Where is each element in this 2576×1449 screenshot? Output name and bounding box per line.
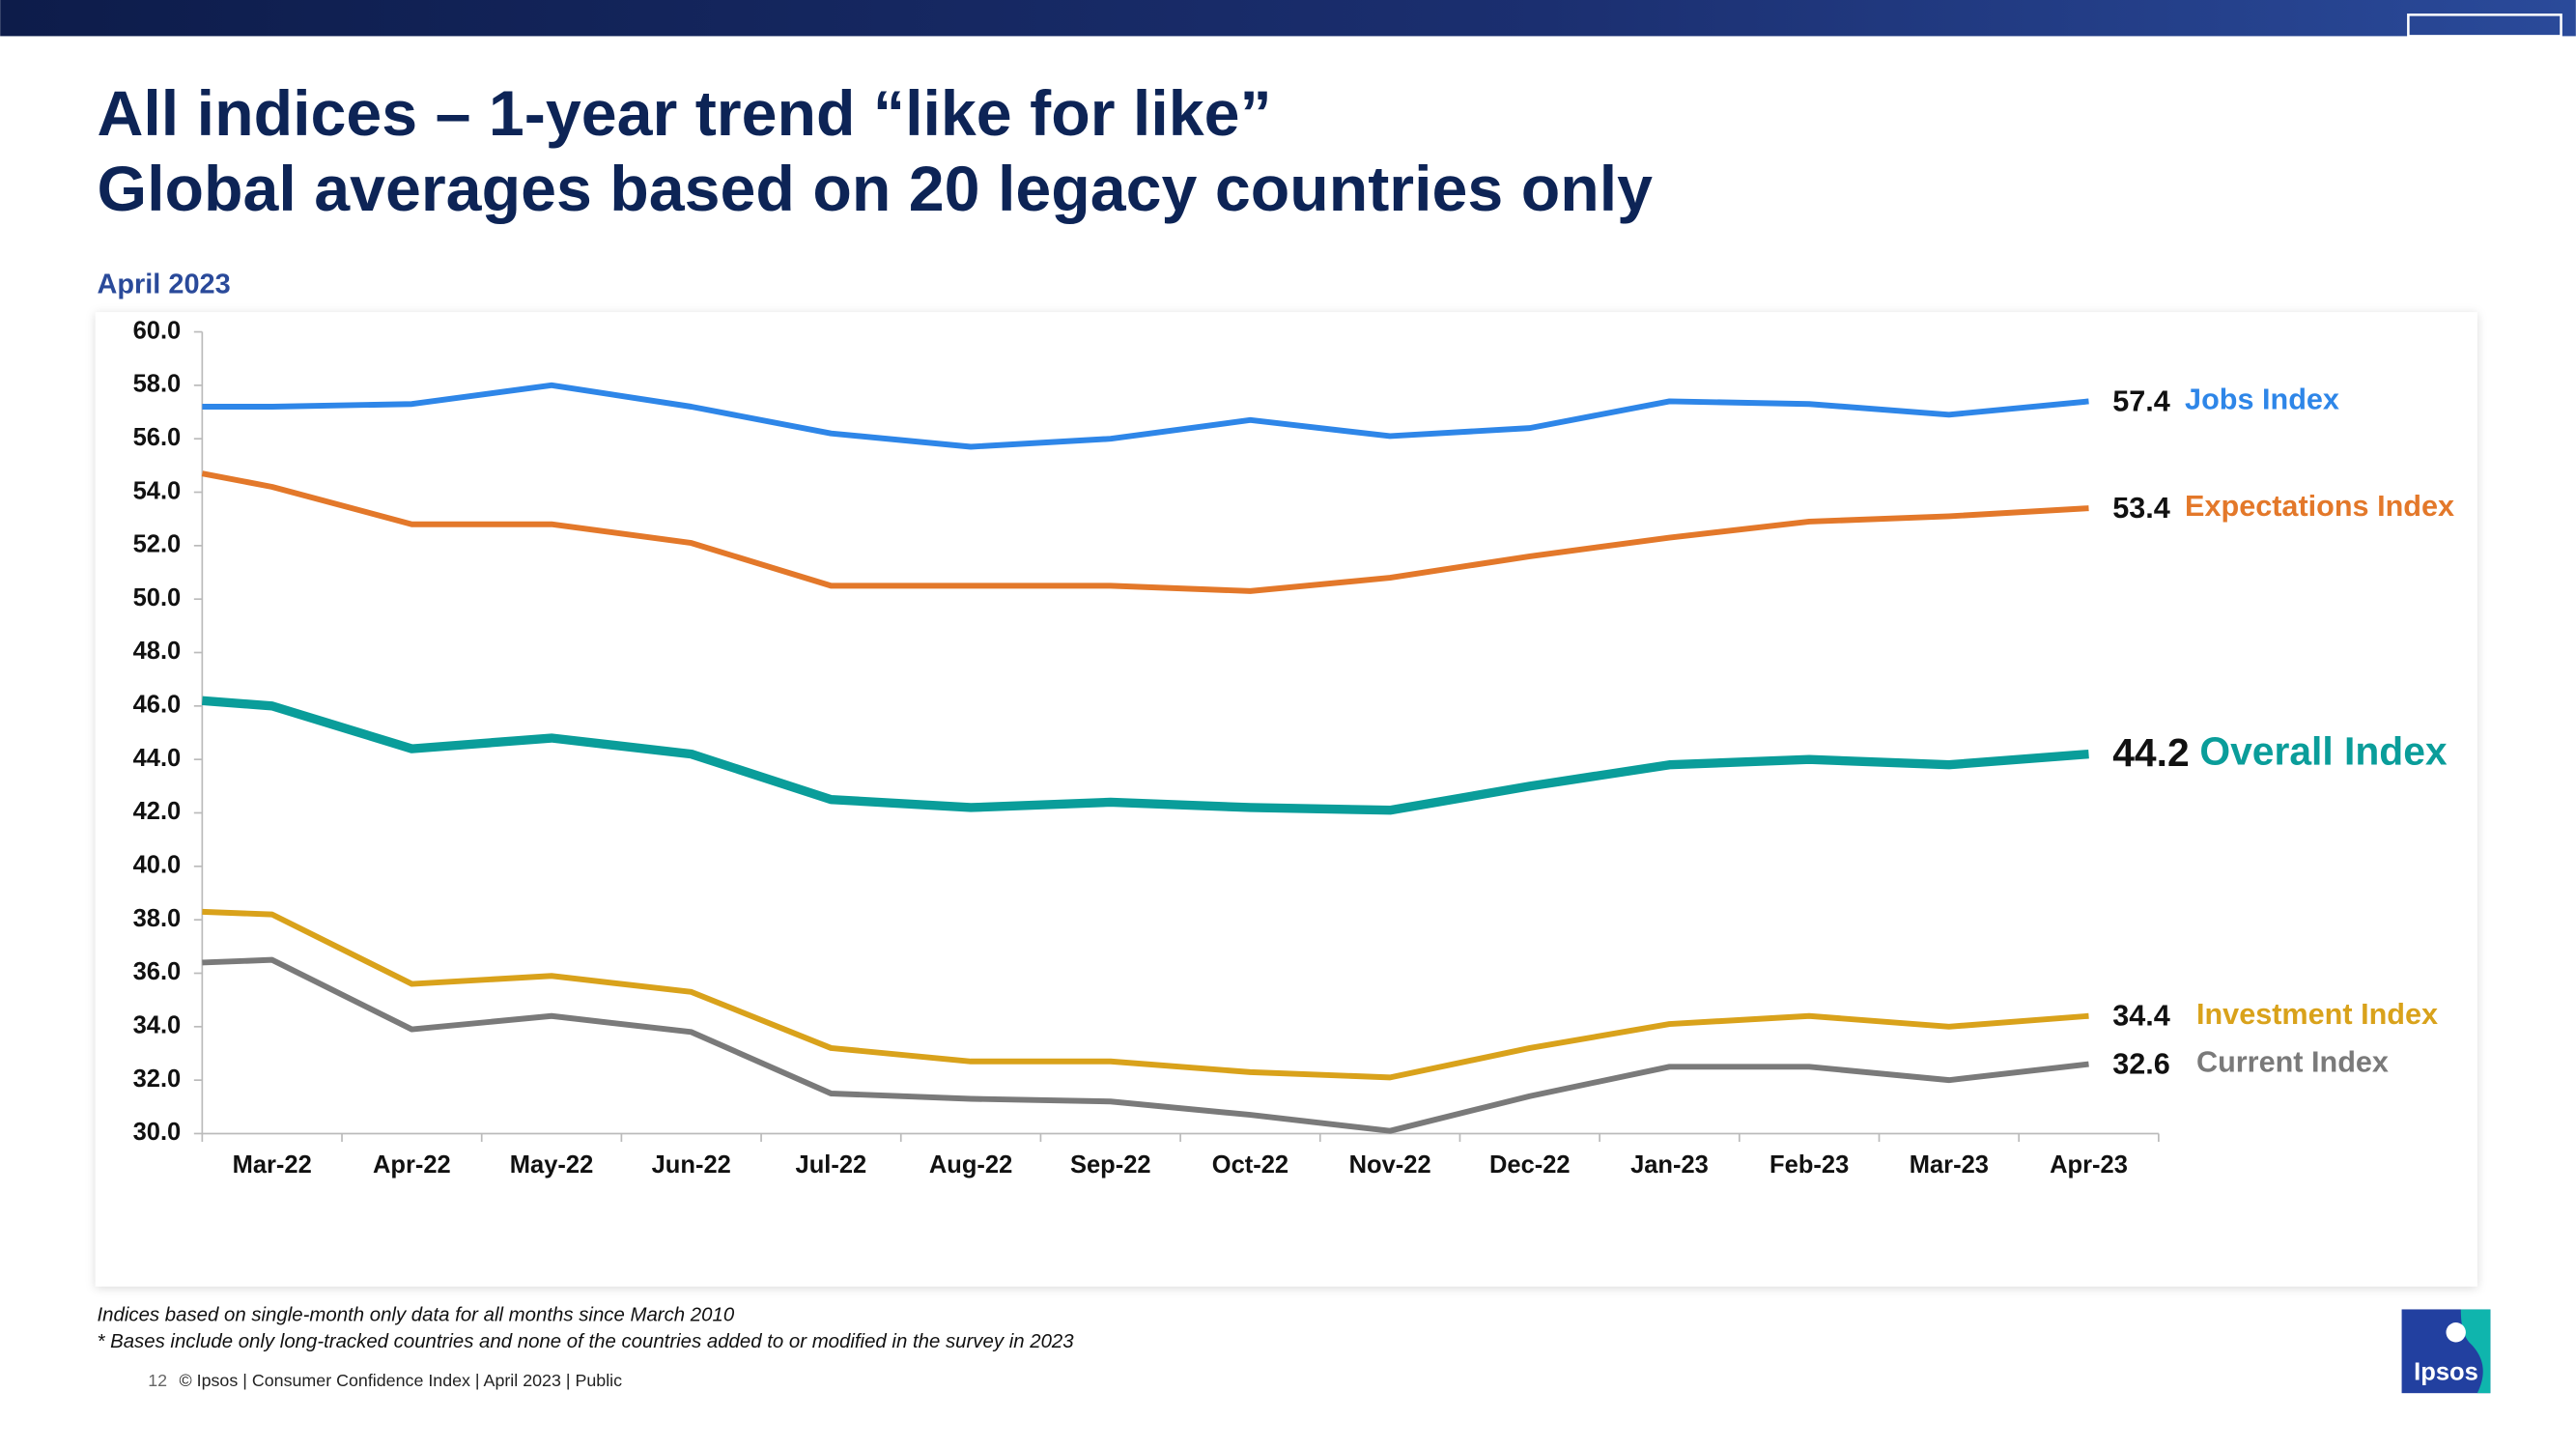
x-tick-label: Oct-22 [1212,1151,1288,1179]
title: Global averages based on 20 legacy count… [98,154,1654,225]
series-line [202,956,2089,1134]
y-tick-label: 40.0 [133,852,182,879]
page-number: 12 [148,1371,167,1390]
logo: Ipsos [2401,1309,2491,1394]
x-tick-label: Mar-23 [1910,1151,1989,1179]
series-line [201,470,2089,594]
y-tick-label: 32.0 [133,1065,182,1093]
y-tick-label: 52.0 [133,531,182,558]
footnote: Indices based on single-month only data … [98,1305,735,1326]
y-tick-label: 38.0 [133,905,182,932]
end-value-label: 34.4 [2112,1000,2170,1033]
legend-label: Investment Index [2196,998,2438,1031]
x-tick-label: Sep-22 [1070,1151,1151,1179]
series-line [202,382,2089,450]
x-tick-label: Dec-22 [1489,1151,1571,1179]
x-tick-label: Jun-22 [652,1151,731,1179]
series-line [202,908,2089,1081]
subtitle: April 2023 [98,270,231,300]
chart-panel [95,312,2477,1287]
end-value-label: 57.4 [2112,384,2170,417]
x-tick-label: Nov-22 [1349,1151,1431,1179]
logo-dot [2446,1322,2466,1343]
y-tick-label: 30.0 [133,1119,182,1146]
end-value-label: 32.6 [2112,1047,2170,1080]
y-tick-label: 46.0 [133,692,182,719]
logo-swoosh [2460,1309,2491,1394]
y-tick-label: 44.0 [133,745,182,772]
y-tick-label: 36.0 [133,958,182,985]
x-tick-label: Jul-22 [796,1151,867,1179]
x-tick-label: Aug-22 [929,1151,1012,1179]
y-tick-label: 48.0 [133,638,182,665]
legend-label: Jobs Index [2185,384,2339,416]
end-value-label: 53.4 [2112,492,2170,525]
x-tick-label: Apr-22 [373,1151,451,1179]
band-frame [2407,14,2562,38]
x-tick-label: Apr-23 [2050,1151,2128,1179]
y-tick-label: 54.0 [133,477,182,504]
y-tick-label: 58.0 [133,371,182,398]
credit: © Ipsos | Consumer Confidence Index | Ap… [180,1371,623,1390]
plot: 30.0 32.0 34.0 36.0 38.0 40.0 42.0 44.0 46.0 48.0… [133,317,2454,1179]
footnote: * Bases include only long-tracked countr… [98,1331,1075,1352]
y-tick-label: 60.0 [133,317,182,344]
series-line [201,696,2089,815]
x-tick-label: Feb-23 [1769,1151,1849,1179]
y-tick-label: 56.0 [133,424,182,451]
top-band [0,0,2576,37]
x-tick-label: Mar-22 [233,1151,312,1179]
y-tick-label: 34.0 [133,1012,182,1039]
legend-label: Current Index [2196,1046,2389,1079]
legend-label: Overall Index [2199,728,2448,773]
x-tick-label: May-22 [510,1151,593,1179]
y-tick-label: 50.0 [133,584,182,611]
title: All indices – 1-year trend “like for lik… [98,78,1272,150]
logo-text: Ipsos [2414,1359,2478,1386]
legend-label: Expectations Index [2185,490,2454,523]
x-tick-label: Jan-23 [1630,1151,1709,1179]
y-tick-label: 42.0 [133,798,182,825]
end-value-label: 44.2 [2112,730,2189,775]
